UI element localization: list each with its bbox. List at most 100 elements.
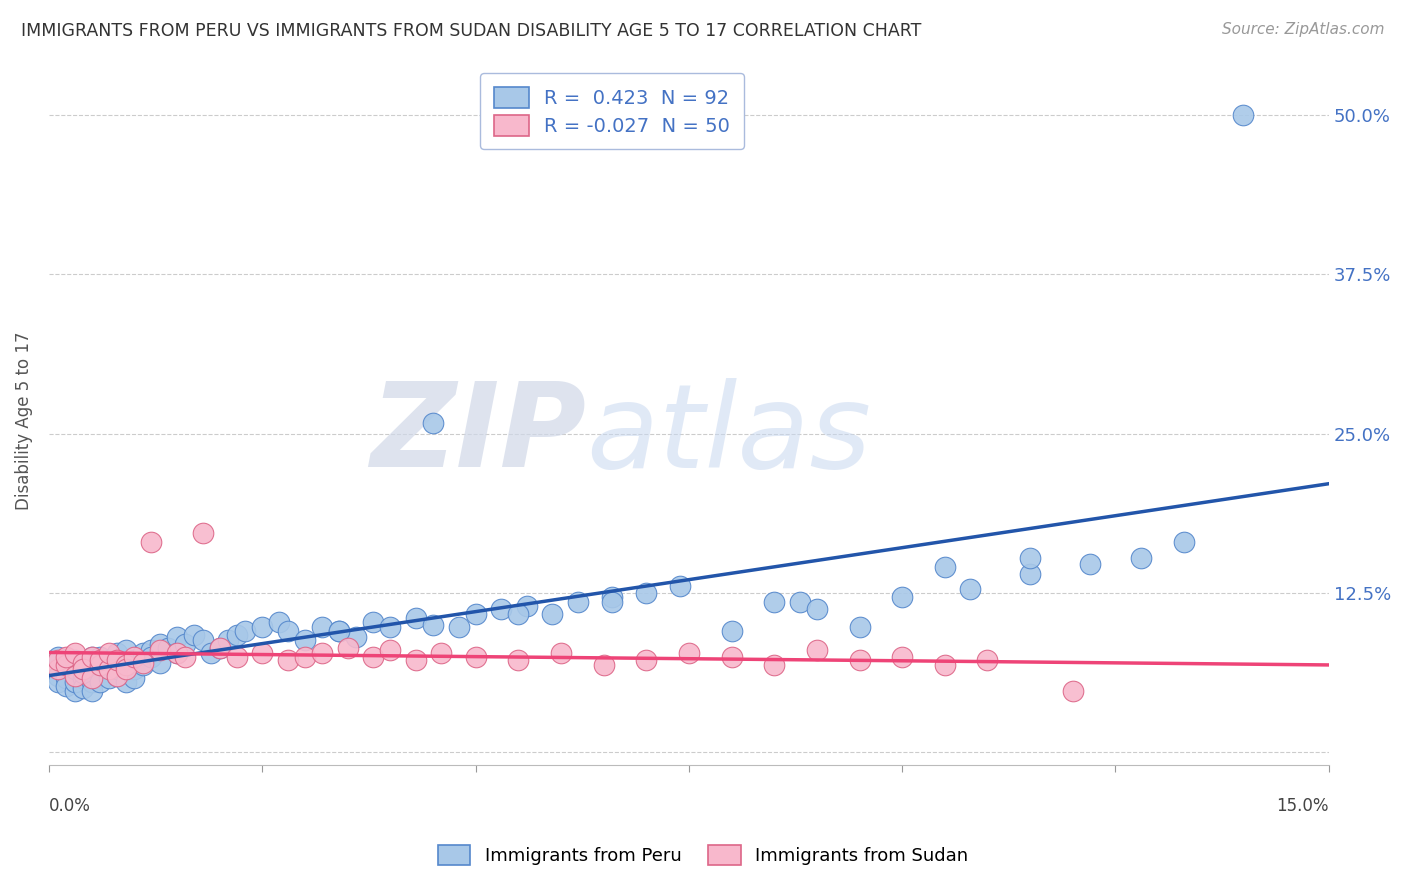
Point (46, 668, 69, 682)
Point (124, 649, 146, 664)
Point (72, 681, 94, 696)
Point (105, 662, 128, 676)
Point (89, 675, 111, 690)
Point (225, 628, 247, 642)
Point (114, 675, 136, 690)
Point (1019, 551, 1042, 566)
Point (72, 656, 94, 670)
Point (80, 649, 103, 664)
Point (166, 646, 188, 660)
Text: Source: ZipAtlas.com: Source: ZipAtlas.com (1222, 22, 1385, 37)
Point (669, 579, 692, 593)
Point (80, 662, 103, 676)
Point (328, 624, 350, 638)
Point (447, 620, 470, 634)
Point (336, 640, 359, 655)
Text: 15.0%: 15.0% (1277, 797, 1329, 814)
Point (252, 646, 274, 660)
Point (311, 620, 333, 634)
Point (311, 646, 333, 660)
Point (55, 658, 77, 673)
Point (105, 668, 128, 682)
Point (891, 649, 914, 664)
Point (678, 646, 700, 660)
Point (806, 643, 828, 657)
Point (328, 624, 350, 638)
Point (80, 684, 103, 698)
Point (233, 624, 256, 638)
Point (149, 637, 172, 651)
Point (600, 590, 623, 604)
Point (124, 653, 146, 667)
Point (217, 632, 239, 647)
Point (124, 662, 146, 676)
Text: ZIP: ZIP (371, 377, 586, 492)
Point (422, 417, 444, 431)
Point (89, 653, 111, 667)
Point (720, 624, 742, 638)
Point (592, 658, 614, 673)
Point (934, 658, 956, 673)
Point (166, 631, 188, 645)
Point (72, 666, 94, 681)
Y-axis label: Disability Age 5 to 17: Disability Age 5 to 17 (15, 332, 32, 510)
Point (55, 662, 77, 676)
Legend: Immigrants from Peru, Immigrants from Sudan: Immigrants from Peru, Immigrants from Su… (430, 838, 976, 872)
Point (97, 658, 120, 673)
Point (97, 646, 120, 660)
Point (80, 671, 103, 685)
Point (361, 615, 384, 629)
Point (1130, 551, 1153, 566)
Text: IMMIGRANTS FROM PERU VS IMMIGRANTS FROM SUDAN DISABILITY AGE 5 TO 17 CORRELATION: IMMIGRANTS FROM PERU VS IMMIGRANTS FROM … (21, 22, 921, 40)
Point (46, 662, 69, 676)
Point (105, 668, 128, 682)
Point (959, 582, 981, 596)
Point (405, 653, 427, 667)
Point (132, 646, 155, 660)
Point (508, 607, 530, 622)
Point (141, 534, 163, 549)
Point (294, 632, 316, 647)
Point (132, 658, 155, 673)
Point (430, 646, 453, 660)
Point (934, 560, 956, 574)
Point (89, 658, 111, 673)
Point (1062, 684, 1084, 698)
Point (763, 595, 786, 609)
Point (89, 649, 111, 664)
Point (63, 646, 86, 660)
Text: 0.0%: 0.0% (49, 797, 91, 814)
Point (600, 595, 623, 609)
Point (294, 649, 316, 664)
Legend: R =  0.423  N = 92, R = -0.027  N = 50: R = 0.423 N = 92, R = -0.027 N = 50 (481, 73, 744, 149)
Point (114, 658, 136, 673)
Point (269, 615, 291, 629)
Point (848, 653, 870, 667)
Point (277, 624, 299, 638)
Point (114, 656, 136, 670)
Point (1232, 108, 1254, 122)
Point (97, 653, 120, 667)
Point (361, 649, 384, 664)
Point (89, 666, 111, 681)
Point (132, 656, 155, 670)
Point (149, 656, 172, 670)
Point (191, 525, 214, 540)
Point (806, 602, 828, 616)
Point (97, 662, 120, 676)
Point (72, 671, 94, 685)
Point (63, 668, 86, 682)
Point (157, 640, 180, 655)
Point (1173, 534, 1195, 549)
Point (208, 640, 231, 655)
Point (183, 628, 205, 642)
Point (97, 671, 120, 685)
Point (46, 653, 69, 667)
Point (72, 662, 94, 676)
Point (200, 646, 222, 660)
Point (63, 675, 86, 690)
Point (46, 675, 69, 690)
Point (63, 684, 86, 698)
Point (80, 675, 103, 690)
Point (63, 668, 86, 682)
